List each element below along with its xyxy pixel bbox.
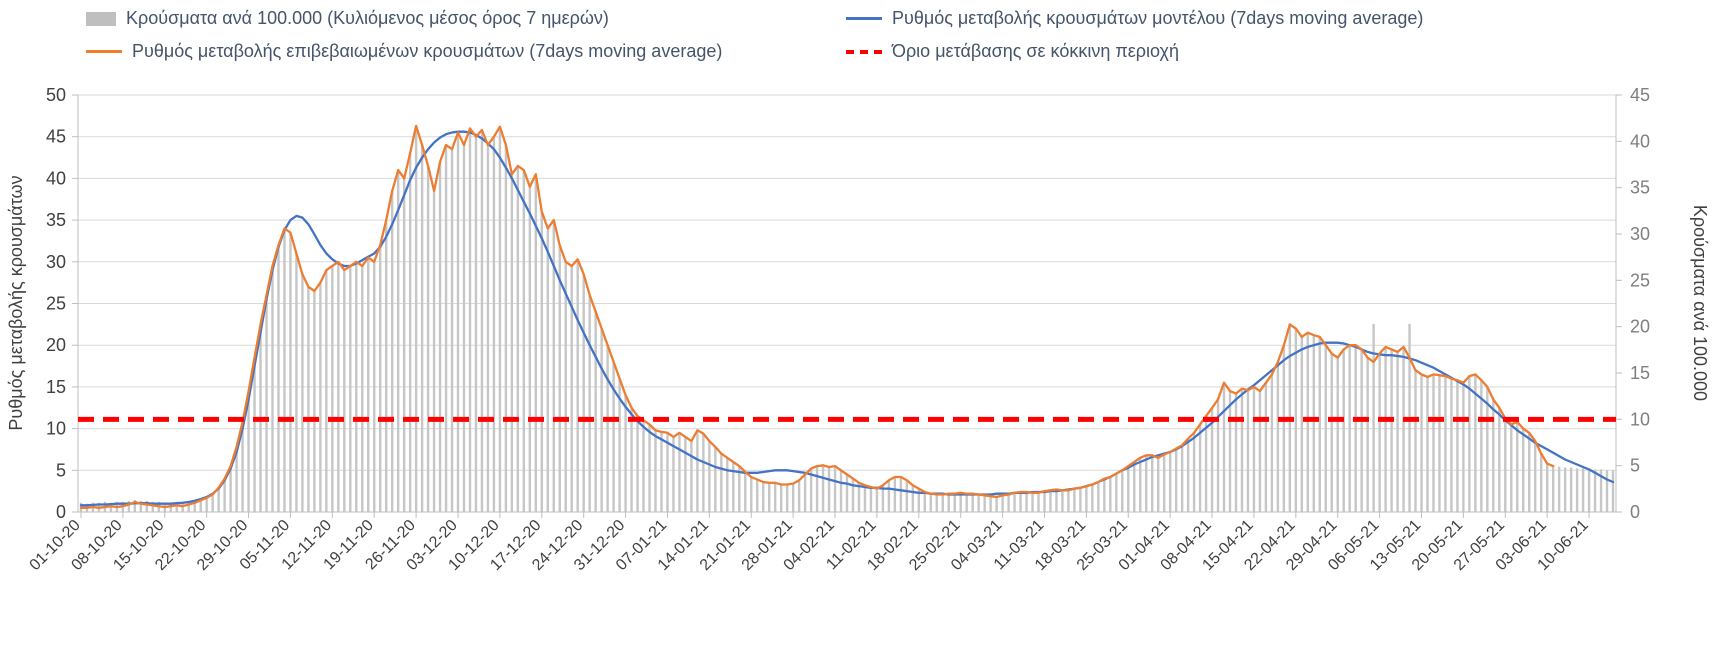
line-swatch-icon: [86, 50, 122, 53]
legend-label-confirmed-line: Ρυθμός μεταβολής επιβεβαιωμένων κρουσμάτ…: [132, 41, 723, 61]
svg-text:20: 20: [1630, 317, 1650, 337]
legend-item-threshold-line: Όριο μετάβασης σε κόκκινη περιοχή: [846, 41, 1179, 62]
svg-text:35: 35: [1630, 178, 1650, 198]
legend-item-model-line: Ρυθμός μεταβολής κρουσμάτων μοντέλου (7d…: [846, 8, 1423, 29]
svg-text:10: 10: [1630, 409, 1650, 429]
svg-text:30: 30: [46, 252, 66, 272]
legend-label-cases-bars: Κρούσματα ανά 100.000 (Κυλιόμενος μέσος …: [126, 8, 609, 28]
svg-text:35: 35: [46, 210, 66, 230]
svg-text:0: 0: [1630, 502, 1640, 522]
svg-text:25: 25: [46, 294, 66, 314]
svg-text:45: 45: [1630, 85, 1650, 105]
line-series: [79, 124, 1615, 509]
legend-item-confirmed-line: Ρυθμός μεταβολής επιβεβαιωμένων κρουσμάτ…: [86, 41, 722, 62]
legend-label-model-line: Ρυθμός μεταβολής κρουσμάτων μοντέλου (7d…: [892, 8, 1424, 28]
svg-text:15: 15: [46, 377, 66, 397]
line-swatch-icon: [846, 17, 882, 20]
svg-text:40: 40: [46, 168, 66, 188]
svg-text:10: 10: [46, 419, 66, 439]
svg-text:30: 30: [1630, 224, 1650, 244]
svg-text:25: 25: [1630, 270, 1650, 290]
svg-text:40: 40: [1630, 131, 1650, 151]
svg-text:50: 50: [46, 85, 66, 105]
svg-text:15: 15: [1630, 363, 1650, 383]
svg-text:20: 20: [46, 335, 66, 355]
svg-text:5: 5: [56, 460, 66, 480]
svg-text:5: 5: [1630, 456, 1640, 476]
tick-labels: 0510152025303540455005101520253035404501…: [27, 85, 1651, 574]
cases-bars-series: [79, 125, 1615, 512]
dashed-line-swatch-icon: [846, 49, 882, 54]
bar-swatch-icon: [86, 11, 116, 26]
legend-label-threshold-line: Όριο μετάβασης σε κόκκινη περιοχή: [892, 41, 1180, 61]
svg-text:45: 45: [46, 127, 66, 147]
svg-text:0: 0: [56, 502, 66, 522]
left-axis-title: Ρυθμός μεταβολής κρουσμάτων: [6, 175, 26, 430]
legend-item-cases-bars: Κρούσματα ανά 100.000 (Κυλιόμενος μέσος …: [86, 8, 609, 29]
right-axis-title: Κρούσματα ανά 100.000: [1690, 205, 1710, 401]
axes: [72, 94, 1622, 518]
